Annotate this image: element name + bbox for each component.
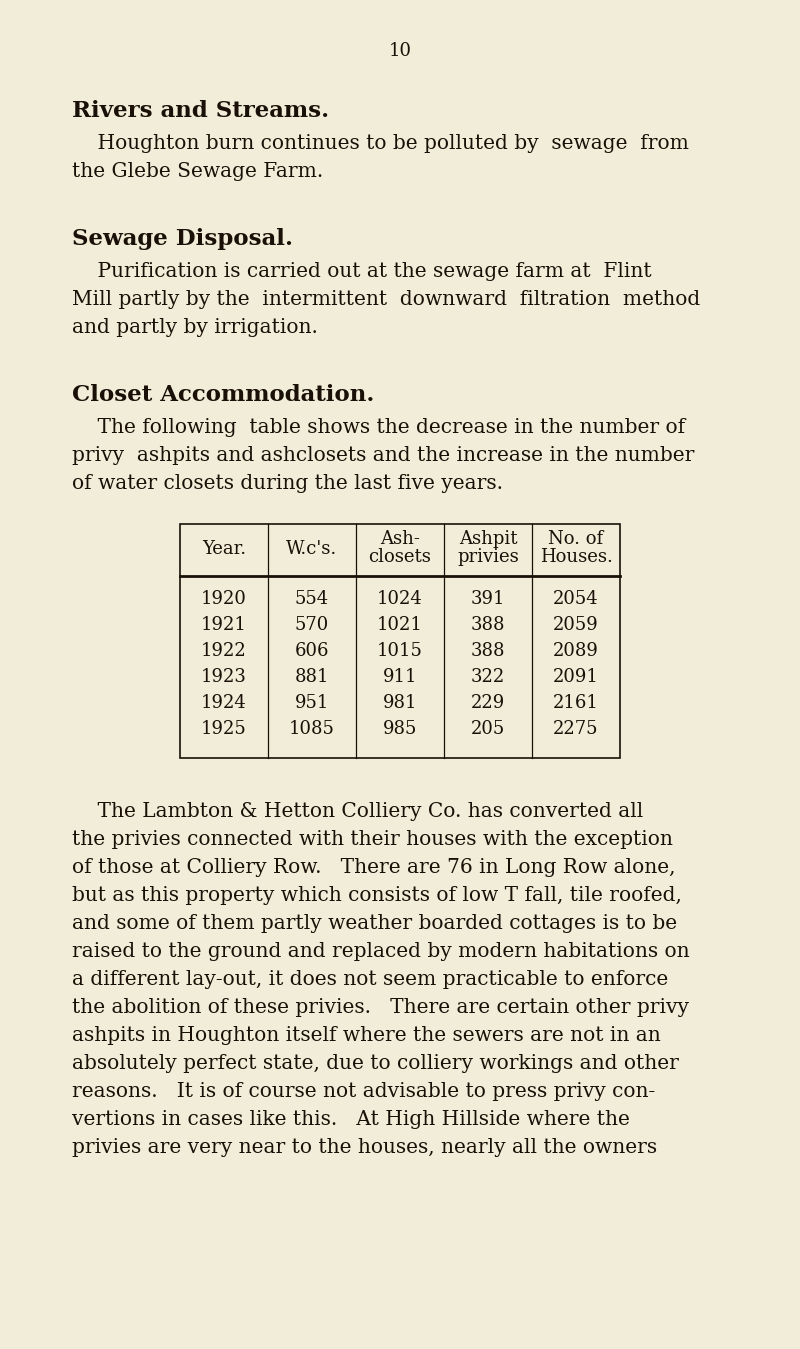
Text: Purification is carried out at the sewage farm at  Flint: Purification is carried out at the sewag… [72,262,652,281]
Text: 388: 388 [470,616,506,634]
Text: Closet Accommodation.: Closet Accommodation. [72,384,374,406]
Text: Mill partly by the  intermittent  downward  filtration  method: Mill partly by the intermittent downward… [72,290,700,309]
Text: 391: 391 [470,590,506,608]
Text: Year.: Year. [202,540,246,558]
Text: 2161: 2161 [553,693,599,712]
Text: 1021: 1021 [377,616,423,634]
Text: 1921: 1921 [201,616,247,634]
Text: 1923: 1923 [201,668,247,687]
Text: of those at Colliery Row.   There are 76 in Long Row alone,: of those at Colliery Row. There are 76 i… [72,858,675,877]
Text: and some of them partly weather boarded cottages is to be: and some of them partly weather boarded … [72,915,677,934]
Text: Ash-: Ash- [380,530,420,548]
Text: 2089: 2089 [553,642,599,660]
Text: 322: 322 [471,668,505,687]
Text: Houghton burn continues to be polluted by  sewage  from: Houghton burn continues to be polluted b… [72,134,689,152]
Text: The Lambton & Hetton Colliery Co. has converted all: The Lambton & Hetton Colliery Co. has co… [72,803,643,822]
Text: 1922: 1922 [201,642,247,660]
Text: 10: 10 [389,42,411,59]
Text: the privies connected with their houses with the exception: the privies connected with their houses … [72,830,673,849]
Text: 1925: 1925 [201,720,247,738]
Text: 2054: 2054 [553,590,599,608]
Text: privies are very near to the houses, nearly all the owners: privies are very near to the houses, nea… [72,1139,657,1157]
Text: 2059: 2059 [553,616,599,634]
Text: 1024: 1024 [377,590,423,608]
Text: 1085: 1085 [289,720,335,738]
Text: vertions in cases like this.   At High Hillside where the: vertions in cases like this. At High Hil… [72,1110,630,1129]
Text: 1920: 1920 [201,590,247,608]
Text: absolutely perfect state, due to colliery workings and other: absolutely perfect state, due to collier… [72,1054,679,1072]
Text: W.c's.: W.c's. [286,540,338,558]
Text: privies: privies [457,548,519,567]
Text: 1924: 1924 [201,693,247,712]
Text: 205: 205 [471,720,505,738]
Text: reasons.   It is of course not advisable to press privy con-: reasons. It is of course not advisable t… [72,1082,655,1101]
Text: but as this property which consists of low T fall, tile roofed,: but as this property which consists of l… [72,886,682,905]
Text: 229: 229 [471,693,505,712]
Text: the Glebe Sewage Farm.: the Glebe Sewage Farm. [72,162,323,181]
Text: 881: 881 [294,668,330,687]
Text: Houses.: Houses. [539,548,613,567]
Text: 2275: 2275 [554,720,598,738]
Text: No. of: No. of [549,530,603,548]
Text: ashpits in Houghton itself where the sewers are not in an: ashpits in Houghton itself where the sew… [72,1027,661,1045]
Text: Sewage Disposal.: Sewage Disposal. [72,228,293,250]
Text: 1015: 1015 [377,642,423,660]
Text: 981: 981 [382,693,418,712]
Text: The following  table shows the decrease in the number of: The following table shows the decrease i… [72,418,685,437]
Text: 570: 570 [295,616,329,634]
Text: 388: 388 [470,642,506,660]
Text: 606: 606 [294,642,330,660]
Bar [180,523,620,758]
Text: of water closets during the last five years.: of water closets during the last five ye… [72,473,503,492]
Text: Ashpit: Ashpit [458,530,518,548]
Text: a different lay-out, it does not seem practicable to enforce: a different lay-out, it does not seem pr… [72,970,668,989]
Text: the abolition of these privies.   There are certain other privy: the abolition of these privies. There ar… [72,998,689,1017]
Text: raised to the ground and replaced by modern habitations on: raised to the ground and replaced by mod… [72,942,690,960]
Text: 554: 554 [295,590,329,608]
Text: 951: 951 [295,693,329,712]
Text: closets: closets [369,548,431,567]
Text: 2091: 2091 [553,668,599,687]
Text: Rivers and Streams.: Rivers and Streams. [72,100,329,121]
Text: privy  ashpits and ashclosets and the increase in the number: privy ashpits and ashclosets and the inc… [72,447,694,465]
Text: 911: 911 [382,668,418,687]
Text: and partly by irrigation.: and partly by irrigation. [72,318,318,337]
Text: 985: 985 [383,720,417,738]
